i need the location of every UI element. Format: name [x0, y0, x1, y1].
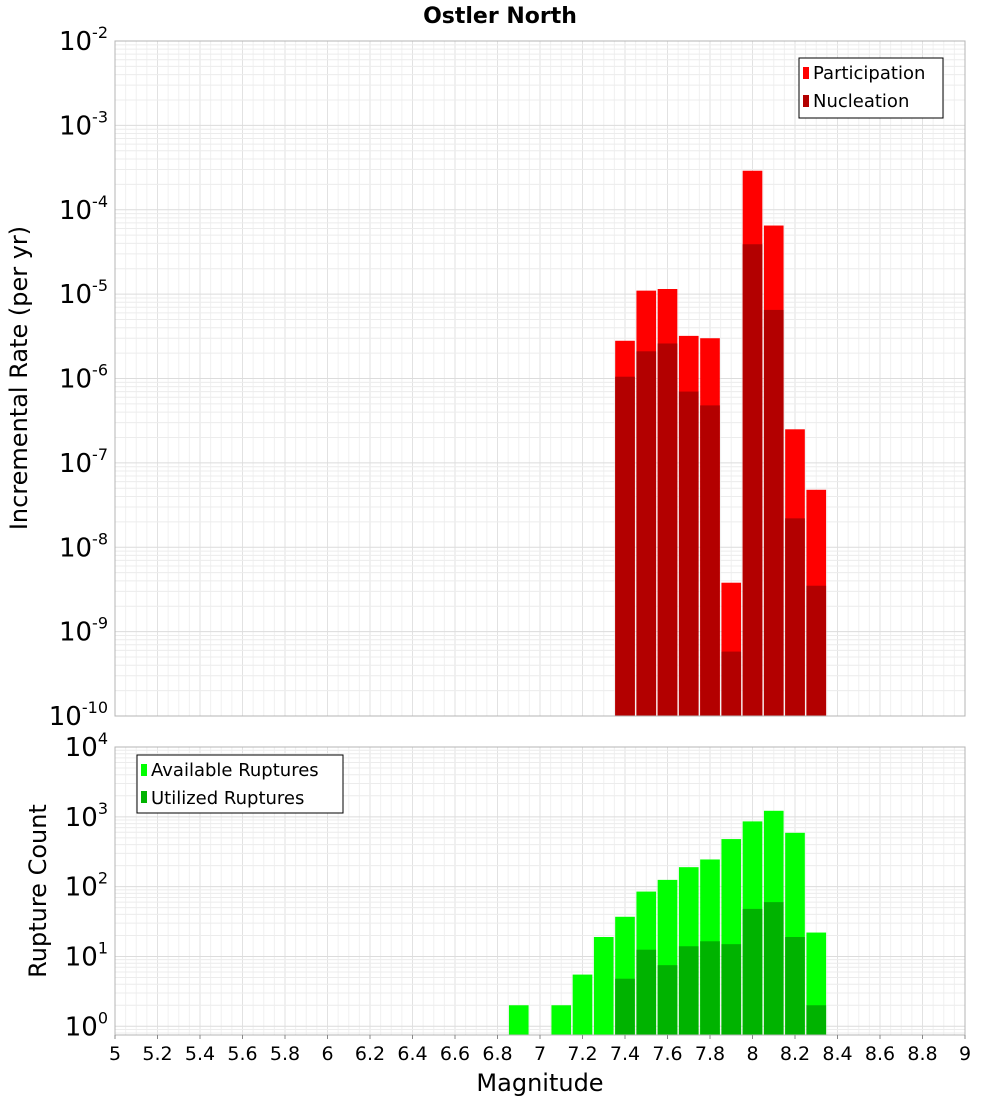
x-tick-label: 5: [109, 1043, 121, 1065]
x-tick-label: 6.4: [397, 1043, 427, 1065]
top-legend: Participation Nucleation: [798, 57, 944, 119]
bar-utilized-ruptures: [615, 978, 635, 1035]
bar-nucleation: [678, 391, 699, 716]
bar-utilized-ruptures: [785, 936, 805, 1035]
bar-available-ruptures: [572, 974, 593, 1035]
bar-available-ruptures: [593, 936, 614, 1035]
x-tick-label: 7: [534, 1043, 546, 1065]
x-tick-label: 8.4: [822, 1043, 852, 1065]
chart-title: Ostler North: [423, 4, 577, 29]
bar-nucleation: [657, 343, 678, 716]
top-bars: [615, 170, 827, 717]
x-tick-label: 5.2: [142, 1043, 172, 1065]
bar-utilized-ruptures: [636, 949, 657, 1035]
x-tick-label: 6.2: [355, 1043, 385, 1065]
bar-nucleation: [721, 651, 742, 716]
y-tick-label: 100: [65, 1008, 108, 1042]
x-tick-label: 6.8: [482, 1043, 512, 1065]
legend-label-available: Available Ruptures: [151, 760, 319, 781]
legend-label-utilized: Utilized Ruptures: [151, 788, 304, 809]
legend-label-nucleation: Nucleation: [813, 91, 909, 112]
x-tick-label: 8.6: [865, 1043, 895, 1065]
bottom-legend: Available Ruptures Utilized Ruptures: [136, 754, 344, 814]
bar-nucleation: [785, 518, 805, 716]
x-tick-label: 8: [746, 1043, 758, 1065]
x-tick-label: 5.8: [270, 1043, 300, 1065]
legend-swatch-nucleation: [803, 95, 809, 107]
bar-utilized-ruptures: [678, 946, 699, 1035]
bar-utilized-ruptures: [763, 902, 784, 1035]
x-tick-label: 7.8: [695, 1043, 725, 1065]
x-tick-label: 5.4: [185, 1043, 215, 1065]
x-tick-label: 5.6: [227, 1043, 257, 1065]
x-tick-label: 8.2: [780, 1043, 810, 1065]
y-tick-label: 10-8: [59, 529, 108, 563]
bar-utilized-ruptures: [742, 908, 763, 1035]
x-tick-label: 8.8: [907, 1043, 937, 1065]
bar-nucleation: [615, 376, 635, 716]
x-tick-label: 6.6: [440, 1043, 470, 1065]
bottom-bars: [508, 810, 827, 1035]
y-tick-label: 10-5: [59, 276, 108, 310]
bar-utilized-ruptures: [700, 941, 720, 1035]
y-tick-label: 103: [65, 799, 108, 833]
x-ticks: 5 5.2 5.4 5.6 5.8 6 6.2 6.4 6.6 6.8 7 7.2 7.4 7.6 7.8 8…: [109, 1035, 971, 1065]
bar-nucleation: [742, 244, 763, 717]
x-tick-label: 6: [321, 1043, 333, 1065]
x-tick-label: 7.6: [652, 1043, 682, 1065]
y-tick-label: 102: [65, 869, 108, 903]
bar-available-ruptures: [508, 1005, 529, 1035]
top-y-axis-label: Incremental Rate (per yr): [5, 226, 33, 530]
y-tick-label: 10-4: [59, 192, 108, 226]
y-tick-label: 101: [65, 938, 108, 972]
bar-utilized-ruptures: [806, 1005, 827, 1035]
bottom-y-axis-label: Rupture Count: [24, 804, 52, 978]
legend-swatch-utilized: [141, 791, 147, 803]
top-plot-frame: [114, 40, 966, 717]
top-y-ticks: 10-2 10-3 10-4 10-5 10-6 10-7 10-8 10-9 10-10: [49, 23, 108, 732]
bar-utilized-ruptures: [721, 944, 742, 1035]
x-axis-label: Magnitude: [476, 1069, 603, 1097]
bar-nucleation: [806, 585, 827, 716]
legend-swatch-participation: [803, 67, 809, 79]
bar-nucleation: [700, 405, 720, 716]
bar-nucleation: [763, 309, 784, 716]
legend-label-participation: Participation: [813, 63, 925, 84]
y-tick-label: 10-3: [59, 107, 108, 141]
bottom-y-ticks: 104 103 102 101 100: [65, 729, 108, 1042]
y-tick-label: 10-10: [49, 698, 108, 732]
x-tick-label: 9: [959, 1043, 971, 1065]
x-tick-label: 7.2: [567, 1043, 597, 1065]
legend-swatch-available: [141, 764, 147, 776]
x-tick-label: 7.4: [610, 1043, 640, 1065]
bar-available-ruptures: [551, 1005, 572, 1035]
top-grid: [114, 40, 966, 717]
y-tick-label: 10-6: [59, 361, 108, 395]
bar-utilized-ruptures: [657, 965, 678, 1035]
y-tick-label: 10-2: [59, 23, 108, 57]
y-tick-label: 10-9: [59, 614, 108, 648]
bar-nucleation: [636, 351, 657, 716]
y-tick-label: 104: [65, 729, 108, 763]
y-tick-label: 10-7: [59, 445, 108, 479]
